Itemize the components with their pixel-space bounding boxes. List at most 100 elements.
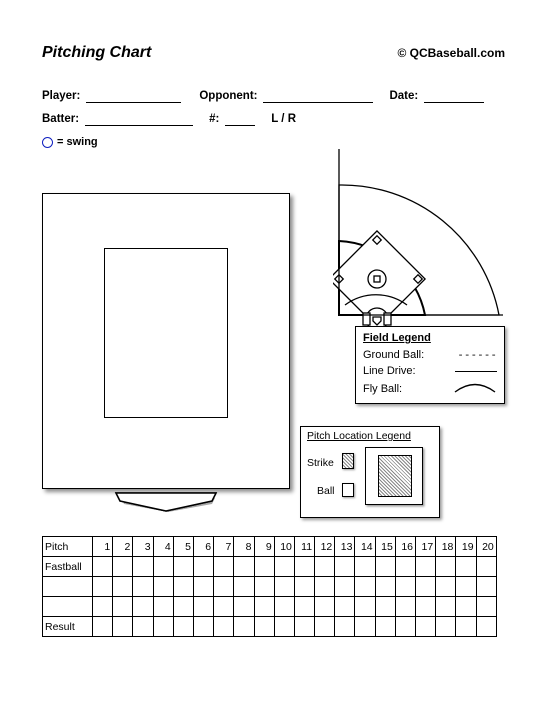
table-cell[interactable] bbox=[395, 597, 415, 617]
table-cell[interactable] bbox=[234, 617, 254, 637]
table-cell[interactable] bbox=[395, 617, 415, 637]
table-cell[interactable]: 1 bbox=[93, 537, 113, 557]
table-cell[interactable] bbox=[113, 557, 133, 577]
table-cell[interactable] bbox=[416, 557, 436, 577]
table-cell[interactable]: 12 bbox=[315, 537, 335, 557]
table-cell[interactable]: 19 bbox=[456, 537, 476, 557]
table-cell[interactable] bbox=[436, 557, 456, 577]
table-cell[interactable] bbox=[294, 617, 314, 637]
table-cell[interactable] bbox=[234, 597, 254, 617]
player-input-line[interactable] bbox=[86, 90, 181, 103]
table-cell[interactable]: 9 bbox=[254, 537, 274, 557]
date-input-line[interactable] bbox=[424, 90, 484, 103]
table-cell[interactable] bbox=[375, 557, 395, 577]
table-cell[interactable] bbox=[436, 577, 456, 597]
table-cell[interactable] bbox=[436, 597, 456, 617]
table-cell[interactable] bbox=[274, 577, 294, 597]
table-cell[interactable] bbox=[355, 577, 375, 597]
table-cell[interactable]: 8 bbox=[234, 537, 254, 557]
table-cell[interactable] bbox=[173, 617, 193, 637]
table-cell[interactable] bbox=[153, 577, 173, 597]
table-cell[interactable] bbox=[133, 617, 153, 637]
table-cell[interactable]: 18 bbox=[436, 537, 456, 557]
table-cell[interactable] bbox=[294, 597, 314, 617]
table-cell[interactable] bbox=[294, 577, 314, 597]
strike-zone-inner[interactable] bbox=[104, 248, 228, 418]
table-cell[interactable] bbox=[456, 577, 476, 597]
table-cell[interactable] bbox=[193, 577, 213, 597]
table-cell[interactable]: 15 bbox=[375, 537, 395, 557]
table-cell[interactable] bbox=[214, 617, 234, 637]
table-cell[interactable] bbox=[315, 577, 335, 597]
table-cell[interactable] bbox=[193, 617, 213, 637]
table-cell[interactable] bbox=[315, 597, 335, 617]
opponent-input-line[interactable] bbox=[263, 90, 373, 103]
table-cell[interactable] bbox=[375, 577, 395, 597]
batter-input-line[interactable] bbox=[85, 113, 193, 126]
table-cell[interactable] bbox=[476, 597, 496, 617]
table-cell[interactable] bbox=[214, 557, 234, 577]
table-cell[interactable] bbox=[113, 597, 133, 617]
table-cell[interactable] bbox=[254, 617, 274, 637]
table-cell[interactable] bbox=[93, 597, 113, 617]
table-cell[interactable]: 6 bbox=[193, 537, 213, 557]
table-cell[interactable]: 4 bbox=[153, 537, 173, 557]
table-cell[interactable] bbox=[93, 557, 113, 577]
table-cell[interactable] bbox=[456, 617, 476, 637]
table-cell[interactable] bbox=[294, 557, 314, 577]
table-cell[interactable] bbox=[416, 597, 436, 617]
table-cell[interactable] bbox=[416, 577, 436, 597]
table-cell[interactable]: 7 bbox=[214, 537, 234, 557]
table-cell[interactable]: 20 bbox=[476, 537, 496, 557]
table-cell[interactable] bbox=[395, 557, 415, 577]
table-cell[interactable] bbox=[456, 557, 476, 577]
table-cell[interactable] bbox=[153, 557, 173, 577]
table-cell[interactable]: 16 bbox=[395, 537, 415, 557]
table-cell[interactable] bbox=[214, 577, 234, 597]
table-cell[interactable] bbox=[153, 597, 173, 617]
pitch-table[interactable]: Pitch1234567891011121314151617181920Fast… bbox=[42, 536, 497, 637]
table-cell[interactable] bbox=[274, 617, 294, 637]
table-cell[interactable]: 2 bbox=[113, 537, 133, 557]
table-cell[interactable] bbox=[476, 617, 496, 637]
table-cell[interactable] bbox=[335, 617, 355, 637]
table-cell[interactable] bbox=[254, 597, 274, 617]
table-cell[interactable] bbox=[173, 557, 193, 577]
table-cell[interactable]: 14 bbox=[355, 537, 375, 557]
table-cell[interactable] bbox=[375, 617, 395, 637]
table-cell[interactable] bbox=[254, 557, 274, 577]
table-cell[interactable] bbox=[355, 597, 375, 617]
table-cell[interactable] bbox=[355, 617, 375, 637]
table-cell[interactable] bbox=[335, 597, 355, 617]
table-cell[interactable] bbox=[133, 597, 153, 617]
table-cell[interactable] bbox=[375, 597, 395, 617]
table-cell[interactable] bbox=[173, 597, 193, 617]
table-cell[interactable] bbox=[193, 557, 213, 577]
table-cell[interactable] bbox=[335, 577, 355, 597]
table-cell[interactable] bbox=[153, 617, 173, 637]
table-cell[interactable] bbox=[476, 577, 496, 597]
table-cell[interactable]: 11 bbox=[294, 537, 314, 557]
table-cell[interactable] bbox=[133, 577, 153, 597]
table-cell[interactable] bbox=[173, 577, 193, 597]
table-cell[interactable] bbox=[193, 597, 213, 617]
table-cell[interactable] bbox=[113, 577, 133, 597]
table-cell[interactable] bbox=[93, 617, 113, 637]
table-cell[interactable]: 13 bbox=[335, 537, 355, 557]
table-cell[interactable] bbox=[456, 597, 476, 617]
table-cell[interactable] bbox=[113, 617, 133, 637]
table-cell[interactable] bbox=[274, 557, 294, 577]
table-cell[interactable]: 5 bbox=[173, 537, 193, 557]
table-cell[interactable] bbox=[476, 557, 496, 577]
table-cell[interactable] bbox=[93, 577, 113, 597]
table-cell[interactable] bbox=[335, 557, 355, 577]
table-cell[interactable] bbox=[234, 577, 254, 597]
table-cell[interactable] bbox=[436, 617, 456, 637]
table-cell[interactable] bbox=[254, 577, 274, 597]
table-cell[interactable] bbox=[214, 597, 234, 617]
number-input-line[interactable] bbox=[225, 113, 255, 126]
table-cell[interactable]: 17 bbox=[416, 537, 436, 557]
table-cell[interactable] bbox=[274, 597, 294, 617]
table-cell[interactable]: 3 bbox=[133, 537, 153, 557]
table-cell[interactable] bbox=[315, 617, 335, 637]
